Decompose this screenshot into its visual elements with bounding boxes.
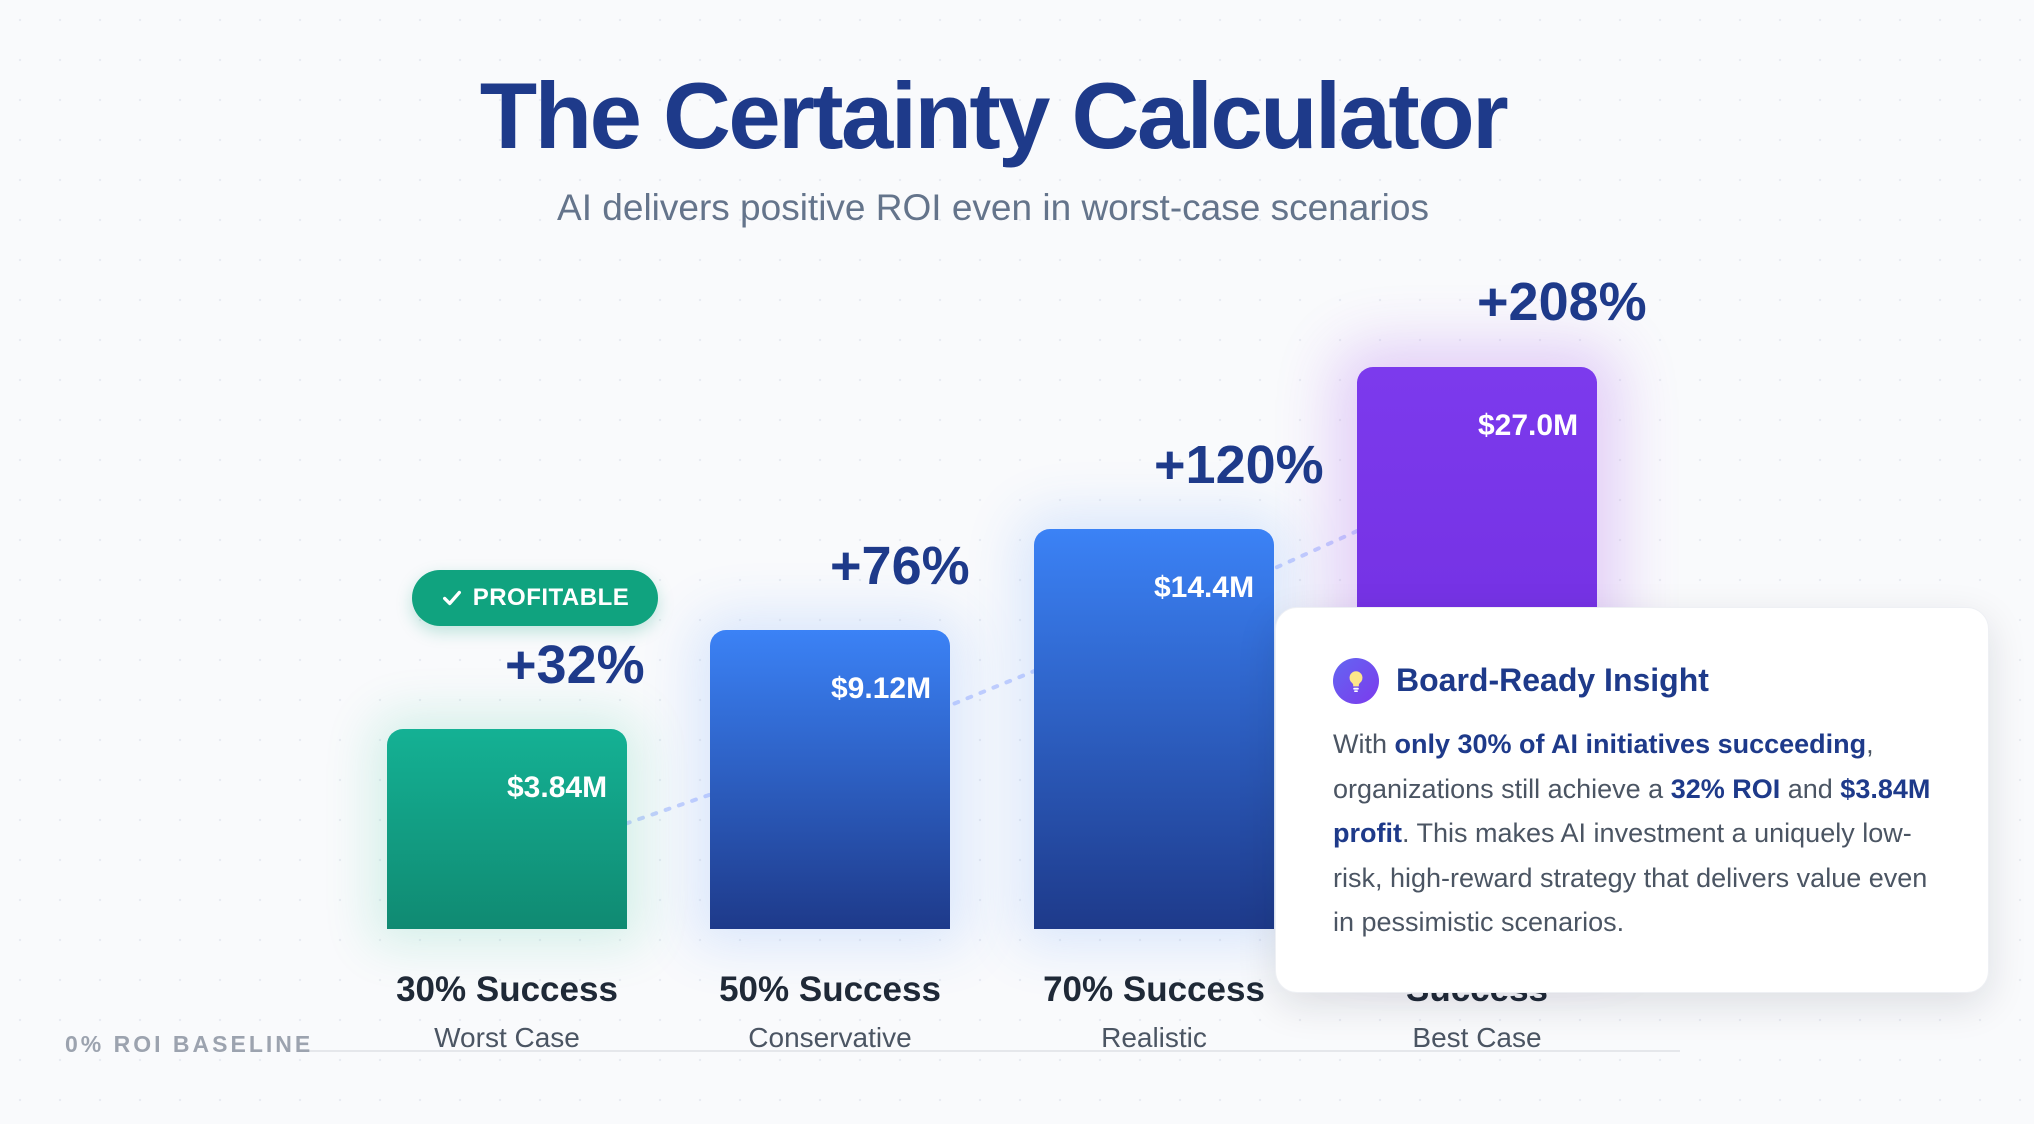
lightbulb-icon xyxy=(1333,658,1379,704)
bar-value-label: $27.0M xyxy=(1478,409,1579,442)
insight-highlight: only 30% of AI initiatives succeeding xyxy=(1394,729,1867,759)
bar-value-label: $3.84M xyxy=(507,771,608,804)
profitable-badge: PROFITABLE xyxy=(412,570,658,626)
bar-70-success: $14.4M xyxy=(1034,529,1274,929)
insight-card: Board-Ready Insight With only 30% of AI … xyxy=(1275,607,1989,993)
check-icon xyxy=(442,590,461,606)
page-subtitle: AI delivers positive ROI even in worst-c… xyxy=(557,187,1429,228)
category-label: 70% Success xyxy=(1043,970,1265,1009)
bar-30-success: $3.84M xyxy=(387,729,627,929)
baseline-line xyxy=(300,1050,1680,1052)
category-label: 30% Success xyxy=(396,970,618,1009)
badge-label: PROFITABLE xyxy=(472,584,630,611)
page-title: The Certainty Calculator xyxy=(479,63,1509,168)
baseline-label: 0% ROI BASELINE xyxy=(65,1031,314,1057)
roi-label: +76% xyxy=(830,536,970,596)
insight-highlight: 32% ROI xyxy=(1670,773,1781,804)
category-subtitle: Worst Case xyxy=(434,1022,580,1053)
insight-body: With only 30% of AI initiatives succeedi… xyxy=(1333,729,1931,937)
insight-highlight: $3.84M profit xyxy=(1333,773,1931,849)
bar-50-success: $9.12M xyxy=(710,630,950,929)
insight-title: Board-Ready Insight xyxy=(1396,662,1709,698)
bar-value-label: $9.12M xyxy=(831,672,932,705)
category-subtitle: Best Case xyxy=(1412,1022,1542,1053)
roi-label: +120% xyxy=(1154,435,1324,495)
bar-value-label: $14.4M xyxy=(1154,571,1255,604)
roi-label: +208% xyxy=(1477,272,1647,332)
category-subtitle: Realistic xyxy=(1101,1022,1207,1053)
roi-label: +32% xyxy=(505,635,645,695)
category-label: 50% Success xyxy=(719,970,941,1009)
category-subtitle: Conservative xyxy=(748,1022,912,1053)
